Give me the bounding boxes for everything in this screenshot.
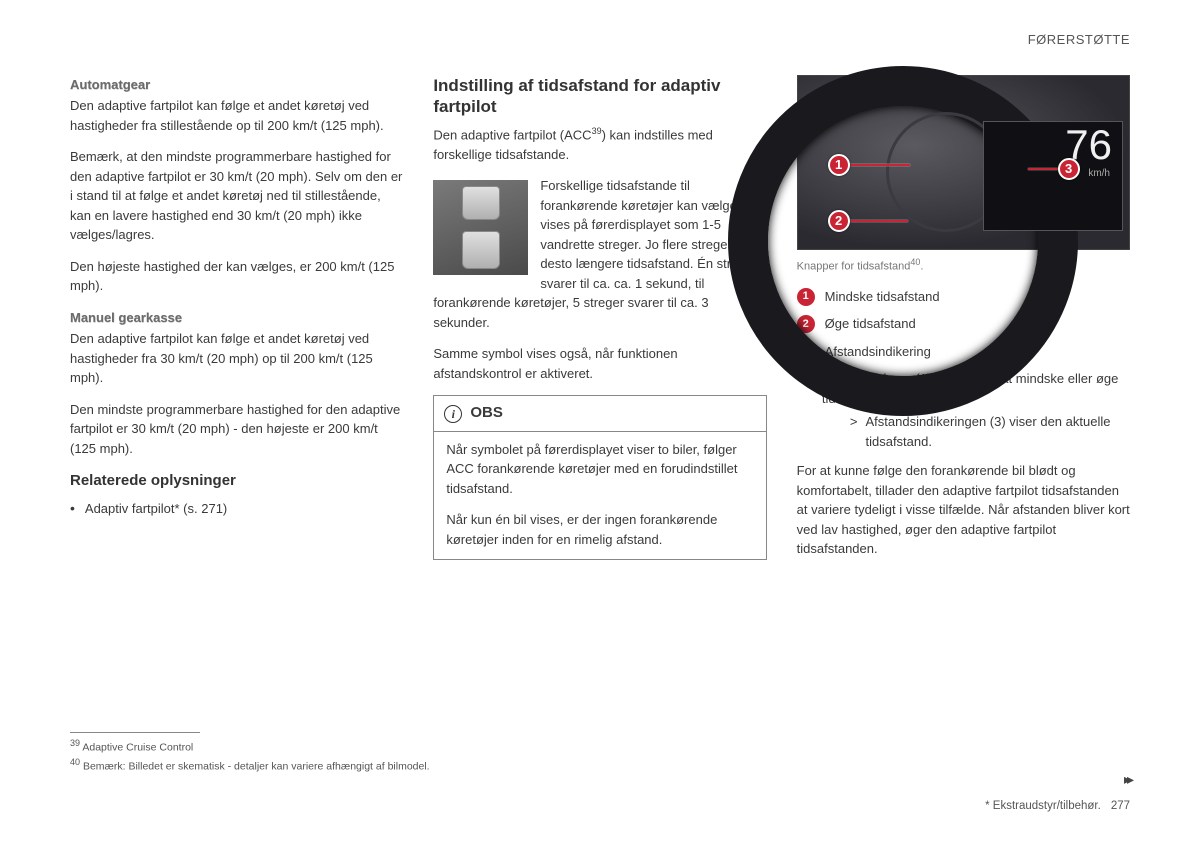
speed-readout: 76 km/h bbox=[983, 121, 1123, 231]
page-footer: * Ekstraudstyr/tilbehør. 277 bbox=[985, 798, 1130, 815]
note-title: OBS bbox=[470, 402, 503, 425]
step-result: > Afstandsindikeringen (3) viser den akt… bbox=[822, 412, 1130, 451]
para: Den adaptive fartpilot kan følge et ande… bbox=[70, 329, 403, 388]
article-title: Indstilling af tidsafstand for adaptiv f… bbox=[433, 75, 766, 118]
footnote-rule bbox=[70, 732, 200, 733]
footnotes: 39 Adaptive Cruise Control 40 Bemærk: Bi… bbox=[70, 732, 1130, 776]
footer-note: * Ekstraudstyr/tilbehør. bbox=[985, 798, 1101, 815]
info-icon: i bbox=[444, 405, 462, 423]
page-number: 277 bbox=[1111, 798, 1130, 815]
related-link: Adaptiv fartpilot* (s. 271) bbox=[85, 499, 227, 519]
dashboard-illustration: 76 km/h 1 2 3 bbox=[797, 75, 1130, 250]
bullet-icon: • bbox=[70, 499, 75, 517]
section-header: FØRERSTØTTE bbox=[70, 30, 1130, 50]
result-text: Afstandsindikeringen (3) viser den aktue… bbox=[865, 412, 1130, 451]
column-left: Automatgear Den adaptive fartpilot kan f… bbox=[70, 75, 403, 571]
para: Når kun én bil vises, er der ingen foran… bbox=[446, 510, 753, 549]
para: Bemærk, at den mindste programmerbare ha… bbox=[70, 147, 403, 245]
heading-related: Relaterede oplysninger bbox=[70, 470, 403, 493]
para: For at kunne følge den forankørende bil … bbox=[797, 461, 1130, 559]
callout-line bbox=[1028, 168, 1058, 170]
note-body: Når symbolet på førerdisplayet viser to … bbox=[434, 432, 765, 560]
content-columns: Automatgear Den adaptive fartpilot kan f… bbox=[70, 75, 1130, 571]
note-box: i OBS Når symbolet på førerdisplayet vis… bbox=[433, 395, 766, 560]
arrow-icon: > bbox=[850, 412, 858, 451]
callout-marker-3: 3 bbox=[1058, 158, 1080, 180]
image-text-wrap: Forskellige tidsafstande til forankørend… bbox=[433, 176, 766, 332]
callout-line bbox=[850, 164, 910, 166]
callout-line bbox=[850, 220, 908, 222]
text: Den adaptive fartpilot (ACC bbox=[433, 127, 591, 142]
callout-marker-2: 2 bbox=[828, 210, 850, 232]
footnote-ref: 39 bbox=[592, 126, 602, 136]
footnote: 39 Adaptive Cruise Control bbox=[70, 737, 1130, 756]
footnote-num: 39 bbox=[70, 738, 80, 748]
heading-automatgear: Automatgear bbox=[70, 75, 403, 95]
callout-marker-1: 1 bbox=[828, 154, 850, 176]
column-right: 76 km/h 1 2 3 Knapper for tidsafstand40.… bbox=[797, 75, 1130, 571]
para: Den adaptive fartpilot kan følge et ande… bbox=[70, 96, 403, 135]
list-item: • Adaptiv fartpilot* (s. 271) bbox=[70, 499, 403, 519]
column-middle: Indstilling af tidsafstand for adaptiv f… bbox=[433, 75, 766, 571]
footnote-num: 40 bbox=[70, 757, 80, 767]
note-header: i OBS bbox=[434, 396, 765, 432]
speed-value: 76 bbox=[984, 122, 1122, 166]
footnote-text: Bemærk: Billedet er skematisk - detaljer… bbox=[83, 760, 430, 772]
car-icon bbox=[462, 231, 500, 269]
footnote: 40 Bemærk: Billedet er skematisk - detal… bbox=[70, 756, 1130, 775]
para: Når symbolet på førerdisplayet viser to … bbox=[446, 440, 753, 499]
para: Den mindste programmerbare hastighed for… bbox=[70, 400, 403, 459]
steering-wheel-icon bbox=[728, 66, 1078, 416]
footnote-text: Adaptive Cruise Control bbox=[82, 741, 193, 753]
heading-manuel: Manuel gearkasse bbox=[70, 308, 403, 328]
para: Samme symbol vises også, når funktionen … bbox=[433, 344, 766, 383]
intro-para: Den adaptive fartpilot (ACC39) kan indst… bbox=[433, 125, 766, 164]
car-icon bbox=[462, 186, 500, 220]
continue-icon: ▸▸ bbox=[1124, 769, 1130, 790]
para: Den højeste hastighed der kan vælges, er… bbox=[70, 257, 403, 296]
cars-distance-illustration bbox=[433, 180, 528, 275]
